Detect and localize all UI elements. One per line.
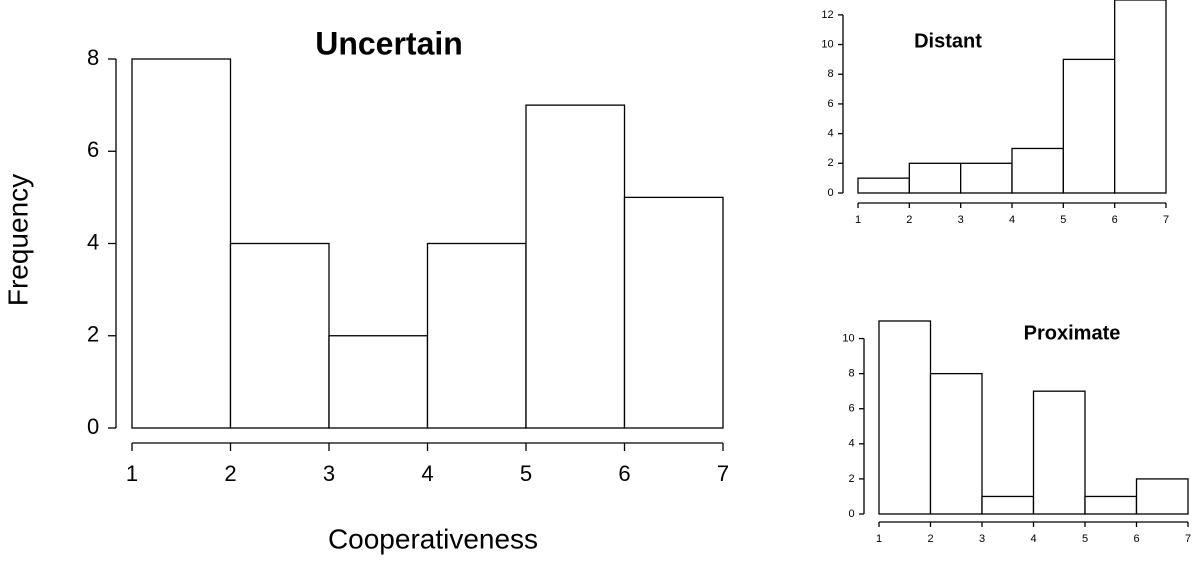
bar [929,372,983,515]
y-tick-label: 6 [848,403,854,415]
y-tick-label: 10 [821,38,833,50]
bar [623,196,724,429]
bar [426,242,527,429]
y-tick-label: 0 [848,508,854,520]
y-tick-label: 4 [87,229,99,254]
y-tick-label: 10 [842,332,854,344]
x-tick-label: 3 [979,533,985,545]
y-tick-label: 2 [848,473,854,485]
bar [328,335,429,429]
x-tick-label: 2 [927,533,933,545]
bar [1032,390,1086,515]
x-tick-label: 6 [1112,214,1118,226]
x-tick-label: 6 [618,461,630,486]
bar [229,242,330,429]
bar [1062,58,1116,194]
x-tick-label: 1 [126,461,138,486]
y-tick-label: 0 [87,414,99,439]
chart-title: Proximate [1024,322,1121,344]
y-tick-label: 2 [87,322,99,347]
y-tick-label: 6 [827,98,833,110]
x-axis-label: Cooperativeness [328,523,538,554]
x-tick-label: 7 [1163,214,1169,226]
bar [908,162,962,194]
x-tick-label: 6 [1133,533,1139,545]
bar [131,58,232,429]
chart-title: Distant [914,30,982,52]
x-tick-label: 5 [1082,533,1088,545]
bar [960,162,1013,194]
y-tick-label: 0 [827,187,833,199]
y-tick-label: 12 [821,9,833,21]
x-tick-label: 2 [224,461,236,486]
x-tick-label: 4 [421,461,433,486]
x-tick-label: 5 [1060,214,1066,226]
x-tick-label: 7 [1185,533,1191,545]
y-tick-label: 8 [87,45,99,70]
x-tick-label: 1 [876,533,882,545]
y-tick-label: 6 [87,137,99,162]
bar [1011,147,1064,194]
y-tick-label: 4 [848,438,854,450]
y-tick-label: 8 [848,368,854,380]
y-tick-label: 2 [827,157,833,169]
chart-title: Uncertain [315,25,463,61]
x-tick-label: 4 [1030,533,1036,545]
x-tick-label: 3 [323,461,335,486]
y-tick-label: 8 [827,68,833,80]
bar [1135,478,1189,515]
bar [857,177,910,194]
x-tick-label: 5 [520,461,532,486]
x-tick-label: 3 [958,214,964,226]
x-tick-label: 2 [906,214,912,226]
x-tick-label: 4 [1009,214,1015,226]
bar [981,495,1035,515]
bar [525,104,626,429]
y-axis-label: Frequency [2,174,33,306]
bar [1084,495,1138,515]
bar [878,320,932,515]
x-tick-label: 7 [717,461,729,486]
bar [1114,0,1167,194]
y-tick-label: 4 [827,128,833,140]
x-tick-label: 1 [855,214,861,226]
